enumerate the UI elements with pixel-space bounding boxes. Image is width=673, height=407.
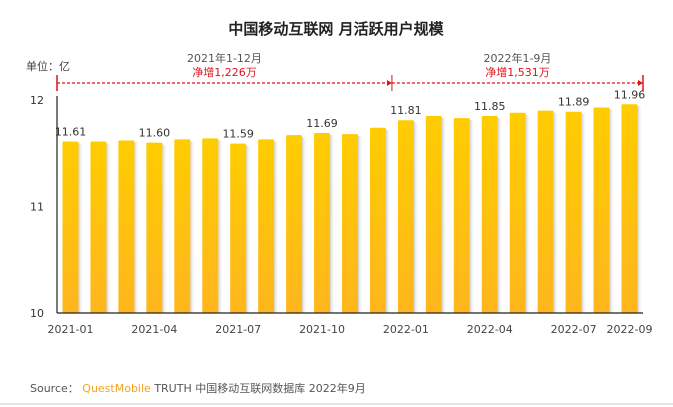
y-tick-label: 11 xyxy=(30,201,44,214)
bar-shadow xyxy=(553,112,559,314)
bar-2021-08 xyxy=(258,139,275,313)
bar-2022-07 xyxy=(565,111,582,313)
source-text: TRUTH 中国移动互联网数据库 2022年9月 xyxy=(154,382,366,395)
bar-shadow xyxy=(246,145,252,313)
bar-shadow xyxy=(330,135,336,313)
bar-shadow xyxy=(190,141,196,313)
data-label-2021-01: 11.61 xyxy=(55,126,87,139)
bar-shadow xyxy=(497,117,503,313)
data-label-2022-09: 11.96 xyxy=(614,88,646,101)
data-label-2022-07: 11.89 xyxy=(558,96,590,109)
bar-2021-07 xyxy=(230,143,247,313)
x-tick-label: 2021-07 xyxy=(215,323,261,336)
data-label-2022-01: 11.81 xyxy=(390,104,422,117)
chart-title: 中国移动互联网 月活跃用户规模 xyxy=(228,20,444,38)
x-tick-label: 2022-04 xyxy=(467,323,513,336)
bar-2021-04 xyxy=(146,142,163,313)
annotation-arrow-icon xyxy=(386,80,392,86)
annotation-net-increase: 净增1,226万 xyxy=(192,65,257,79)
bar-2022-01 xyxy=(397,120,414,313)
bar-2021-11 xyxy=(342,134,358,313)
bar-shadow xyxy=(358,136,363,313)
source-label: Source： xyxy=(30,382,79,395)
bar-shadow xyxy=(609,109,615,313)
bar-2022-04 xyxy=(481,115,498,313)
bar-shadow xyxy=(134,142,140,313)
bar-shadow xyxy=(78,143,84,313)
y-tick-label: 12 xyxy=(30,94,44,107)
bar-2021-01 xyxy=(62,141,79,313)
data-label-2022-04: 11.85 xyxy=(474,100,506,113)
x-tick-label: 2022-09 xyxy=(607,323,653,336)
bar-2021-10 xyxy=(314,133,331,313)
annotation-period: 2021年1-12月 xyxy=(187,51,262,65)
bar-shadow xyxy=(441,117,447,313)
bar-2022-02 xyxy=(425,115,442,313)
bar-shadow xyxy=(106,143,112,313)
bar-shadow xyxy=(385,129,391,313)
bar-2021-12 xyxy=(369,127,386,313)
unit-label: 单位：亿 xyxy=(26,59,70,73)
x-tick-label: 2022-01 xyxy=(383,323,429,336)
annotation-arrow-icon xyxy=(638,80,643,86)
divider xyxy=(0,403,673,405)
bar-2021-03 xyxy=(118,140,135,313)
bar-2022-09 xyxy=(621,104,638,313)
source-brand: QuestMobile xyxy=(82,382,151,395)
bar-shadow xyxy=(413,122,419,313)
x-tick-label: 2021-10 xyxy=(299,323,345,336)
bar-shadow xyxy=(162,144,168,313)
bar-shadow xyxy=(274,141,280,313)
data-label-2021-10: 11.69 xyxy=(306,117,338,130)
x-tick-label: 2021-01 xyxy=(48,323,94,336)
bar-shadow xyxy=(469,120,475,313)
bar-shadow xyxy=(637,106,643,313)
bar-shadow xyxy=(525,114,531,313)
bar-2021-05 xyxy=(174,139,191,313)
bar-2022-03 xyxy=(453,118,470,313)
bar-shadow xyxy=(218,140,224,313)
x-tick-label: 2021-04 xyxy=(131,323,177,336)
bar-2021-02 xyxy=(90,141,107,313)
annotation-period: 2022年1-9月 xyxy=(483,51,551,65)
source-note: Source： QuestMobile TRUTH 中国移动互联网数据库 202… xyxy=(30,380,366,396)
bar-2022-05 xyxy=(509,112,526,313)
y-tick-label: 10 xyxy=(30,307,44,320)
data-label-2021-07: 11.59 xyxy=(222,128,254,141)
bar-2022-06 xyxy=(537,110,554,314)
x-tick-label: 2022-07 xyxy=(551,323,597,336)
bar-2021-06 xyxy=(202,138,219,313)
bar-shadow xyxy=(581,113,587,313)
annotation-net-increase: 净增1,531万 xyxy=(485,65,550,79)
bar-2021-09 xyxy=(286,135,303,313)
bar-2022-08 xyxy=(593,107,610,313)
data-label-2021-04: 11.60 xyxy=(139,127,171,140)
bar-shadow xyxy=(302,137,308,313)
